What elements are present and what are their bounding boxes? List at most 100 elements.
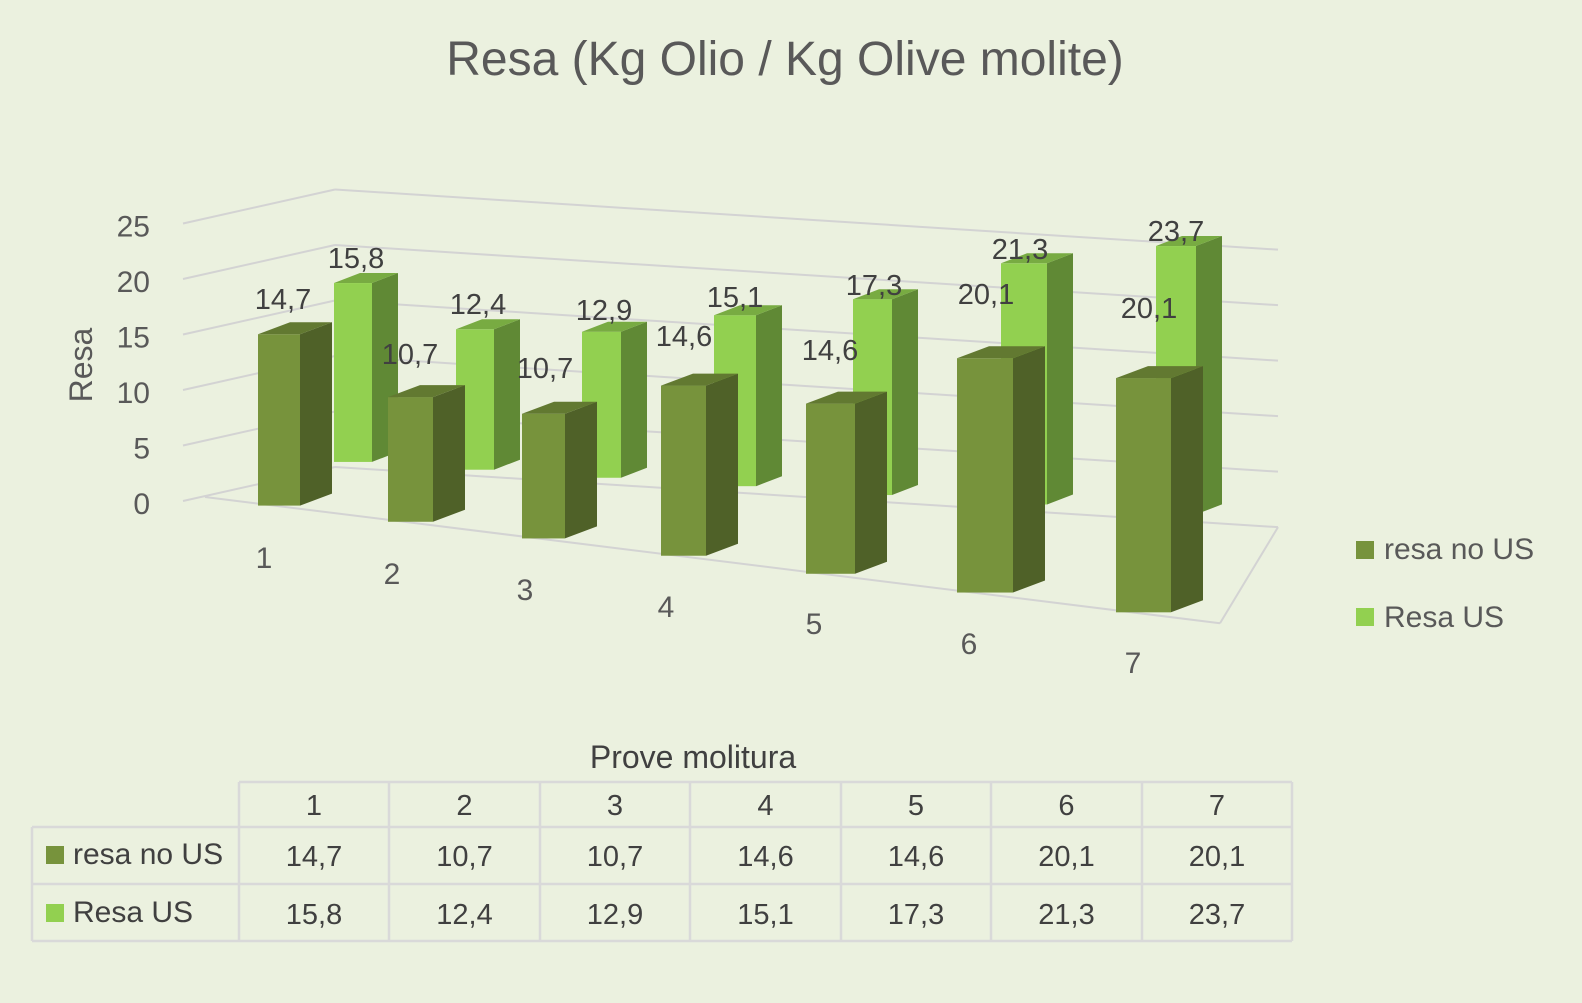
bar-resa-us-top bbox=[714, 305, 782, 316]
floor-front-edge bbox=[204, 496, 1221, 625]
data-label-resa-no-us: 14,6 bbox=[802, 335, 858, 367]
data-table: 1 2 3 4 5 6 7 resa no US Resa US 14,7 15,8 10,7 12,4… bbox=[30, 780, 1294, 943]
data-label-resa-us: 15,8 bbox=[328, 243, 384, 275]
data-label-resa-no-us: 10,7 bbox=[517, 353, 573, 385]
gridline-side bbox=[182, 299, 336, 336]
legend: resa no US Resa US bbox=[1356, 533, 1534, 634]
bar-resa-no-us-top bbox=[388, 385, 465, 398]
bar-resa-no-us bbox=[258, 322, 332, 506]
bar-resa-us-top bbox=[456, 319, 520, 330]
bar-resa-no-us-top bbox=[661, 373, 738, 386]
bar-resa-no-us-side bbox=[300, 322, 332, 506]
data-label-resa-no-us: 20,1 bbox=[1121, 293, 1177, 325]
data-labels: 14,715,810,712,410,712,914,615,114,617,3… bbox=[255, 216, 1204, 385]
bar-resa-no-us-top bbox=[258, 322, 332, 335]
data-label-resa-us: 12,4 bbox=[450, 289, 506, 321]
bar-resa-no-us-front bbox=[806, 403, 855, 574]
table-cell-resa-us: 15,1 bbox=[737, 899, 793, 931]
table-cell-resa-no-us: 10,7 bbox=[436, 841, 492, 873]
bar-resa-no-us-front bbox=[661, 385, 706, 556]
table-cell-resa-us: 21,3 bbox=[1038, 899, 1094, 931]
bar-resa-us-side bbox=[621, 321, 647, 478]
bar-resa-no-us-front bbox=[957, 358, 1013, 593]
bar-resa-no-us-side bbox=[706, 373, 738, 556]
table-header-cell: 7 bbox=[1209, 790, 1225, 822]
data-label-resa-no-us: 20,1 bbox=[958, 279, 1014, 311]
legend-label-resa-us: Resa US bbox=[1384, 601, 1504, 634]
bar-resa-no-us-side bbox=[1013, 346, 1045, 593]
gridline-back bbox=[334, 299, 1279, 362]
bar-resa-us-front bbox=[334, 283, 372, 462]
x-tick-label: 2 bbox=[384, 558, 401, 591]
data-label-resa-no-us: 14,7 bbox=[255, 284, 311, 316]
bar-resa-no-us-front bbox=[258, 334, 300, 506]
x-tick-label: 7 bbox=[1125, 647, 1142, 680]
table-swatch-resa-no-us bbox=[46, 846, 64, 864]
data-label-resa-us: 15,1 bbox=[707, 282, 763, 314]
bar-resa-us-top bbox=[1001, 253, 1073, 264]
data-label-resa-us: 23,7 bbox=[1148, 216, 1204, 248]
table-header-cell: 2 bbox=[456, 790, 472, 822]
table-row-label-resa-us: Resa US bbox=[73, 896, 193, 929]
bar-resa-no-us-side bbox=[1171, 366, 1203, 613]
table-cell-resa-no-us: 14,7 bbox=[286, 841, 342, 873]
bar-resa-no-us bbox=[957, 346, 1045, 593]
gridline-side bbox=[182, 244, 336, 280]
data-label-resa-no-us: 14,6 bbox=[656, 321, 712, 353]
table-cell-resa-no-us: 10,7 bbox=[587, 841, 643, 873]
bar-resa-no-us bbox=[661, 373, 738, 556]
table-header-cell: 6 bbox=[1058, 790, 1074, 822]
table-row-label-resa-no-us: resa no US bbox=[73, 838, 223, 871]
table-cell-resa-no-us: 20,1 bbox=[1189, 841, 1245, 873]
bar-resa-us bbox=[456, 319, 520, 470]
bar-resa-no-us bbox=[388, 385, 465, 522]
y-axis-label: Resa bbox=[63, 327, 99, 402]
bar-resa-us-side bbox=[494, 319, 520, 470]
x-tick-labels: 1 2 3 4 5 6 7 bbox=[256, 542, 1142, 680]
x-axis-label: Prove molitura bbox=[590, 739, 797, 775]
y-tick-labels: 0 5 10 15 20 25 bbox=[117, 211, 150, 522]
legend-swatch-resa-no-us bbox=[1356, 541, 1374, 559]
table-cell-resa-no-us: 14,6 bbox=[737, 841, 793, 873]
x-tick-label: 4 bbox=[658, 591, 675, 624]
chart-title: Resa (Kg Olio / Kg Olive molite) bbox=[446, 33, 1124, 86]
y-tick-label: 10 bbox=[117, 377, 150, 410]
table-cell-resa-us: 12,4 bbox=[436, 899, 492, 931]
bar-resa-no-us-front bbox=[522, 413, 565, 539]
bar-resa-no-us-top bbox=[806, 391, 887, 404]
legend-label-resa-no-us: resa no US bbox=[1384, 533, 1534, 566]
table-header-cell: 1 bbox=[306, 790, 322, 822]
x-tick-label: 5 bbox=[806, 608, 823, 641]
table-cell-resa-us: 23,7 bbox=[1189, 899, 1245, 931]
bar-resa-us-top bbox=[1156, 236, 1222, 246]
bar-resa-no-us-side bbox=[565, 401, 597, 539]
bar-resa-no-us-front bbox=[388, 397, 433, 522]
x-tick-label: 1 bbox=[256, 542, 273, 575]
gridline-back bbox=[334, 188, 1279, 251]
table-header-cell: 3 bbox=[607, 790, 623, 822]
y-tick-label: 25 bbox=[117, 211, 150, 244]
data-label-resa-us: 12,9 bbox=[576, 295, 632, 327]
bar-resa-no-us bbox=[522, 401, 597, 539]
bar-resa-no-us-top bbox=[522, 401, 597, 414]
data-label-resa-no-us: 10,7 bbox=[382, 339, 438, 371]
data-label-resa-us: 21,3 bbox=[992, 234, 1048, 266]
bars bbox=[258, 236, 1222, 613]
table-cell-resa-us: 15,8 bbox=[286, 899, 342, 931]
bar-resa-no-us-front bbox=[1116, 378, 1171, 613]
table-header-cell: 5 bbox=[908, 790, 924, 822]
bar-resa-us-top bbox=[582, 321, 647, 332]
floor-right-edge bbox=[1219, 526, 1279, 624]
y-tick-label: 0 bbox=[133, 488, 150, 521]
bar-resa-no-us-top bbox=[957, 346, 1045, 359]
bar-resa-no-us-side bbox=[433, 385, 465, 522]
y-tick-label: 20 bbox=[117, 266, 150, 299]
y-tick-label: 15 bbox=[117, 322, 150, 355]
table-header-cell: 4 bbox=[757, 790, 773, 822]
bar-resa-us-side bbox=[892, 289, 918, 495]
bar-resa-us-side bbox=[1047, 253, 1073, 505]
bar-resa-us-top bbox=[853, 289, 918, 300]
y-tick-label: 5 bbox=[133, 433, 150, 466]
